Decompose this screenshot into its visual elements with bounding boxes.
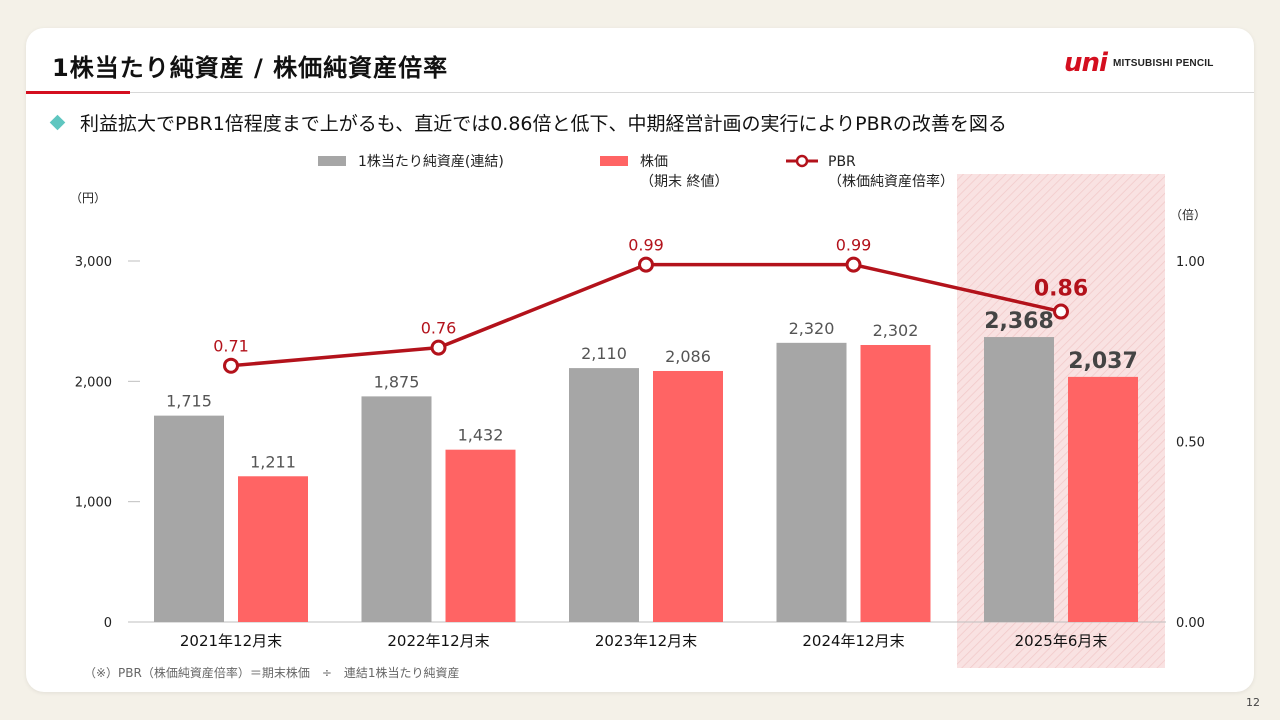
x-tick-label: 2022年12月末 (387, 632, 489, 650)
pbr-label: 0.71 (213, 337, 249, 356)
y-left-tick-label: 3,000 (75, 255, 112, 270)
pbr-label: 0.99 (628, 236, 664, 255)
x-tick-label: 2025年6月末 (1015, 632, 1108, 650)
bar-price (653, 370, 723, 622)
bar-price (445, 449, 516, 622)
bar-bps-label: 2,110 (581, 344, 627, 363)
pbr-label: 0.76 (421, 319, 457, 338)
legend-price-swatch (600, 156, 628, 166)
legend-bps-swatch (318, 156, 346, 166)
bar-bps-label: 2,368 (984, 309, 1054, 334)
y-right-unit: （倍） (1170, 207, 1206, 222)
y-left-tick-label: 0 (104, 616, 112, 631)
pbr-point (638, 256, 654, 273)
bar-bps (776, 342, 847, 622)
y-right-tick-label: 0.50 (1176, 436, 1205, 451)
legend-price-label: 株価（期末 終値） (640, 154, 728, 190)
bar-price-label: 1,432 (458, 426, 504, 445)
bar-price-label: 2,037 (1068, 349, 1138, 374)
bar-bps (154, 415, 224, 622)
bar-bps-label: 2,320 (789, 319, 835, 338)
pbr-point (1053, 303, 1069, 320)
pbr-label: 0.99 (836, 236, 872, 255)
headline: 利益拡大でPBR1倍程度まで上がるも、直近では0.86倍と低下、中期経営計画の実… (80, 113, 1007, 135)
brand-mark: uni (1064, 48, 1108, 78)
title-underline-accent (26, 91, 130, 94)
x-tick-label: 2024年12月末 (802, 632, 904, 650)
bar-price-label: 1,211 (250, 452, 296, 471)
pbr-line (230, 262, 1062, 368)
legend-pbr-marker (795, 154, 809, 168)
legend-pbr-label: PBR （株価純資産倍率） (828, 154, 954, 190)
slide-title: 1株当たり純資産 / 株価純資産倍率 (52, 54, 449, 82)
y-right-tick-label: 1.00 (1176, 255, 1205, 270)
title-underline (130, 92, 1254, 93)
y-left-tick-label: 1,000 (75, 496, 112, 511)
y-left-unit: （円） (70, 191, 106, 205)
bar-bps (361, 396, 432, 622)
bar-bps (569, 368, 639, 622)
brand-text: MITSUBISHI PENCIL (1112, 57, 1214, 69)
pbr-point (223, 357, 239, 374)
pbr-label: 0.86 (1034, 277, 1088, 302)
page-number: 12 (1246, 696, 1260, 709)
x-tick-label: 2023年12月末 (595, 632, 697, 650)
pbr-point (845, 256, 862, 273)
pbr-point (430, 339, 447, 356)
bar-price-label: 2,302 (873, 321, 919, 340)
y-right-tick-label: 0.00 (1176, 616, 1205, 631)
x-tick-label: 2021年12月末 (180, 632, 282, 650)
bar-price (238, 476, 308, 622)
bar-price (860, 344, 931, 622)
bar-price (1068, 376, 1138, 622)
bar-bps (984, 337, 1054, 622)
footnote: （※）PBR（株価純資産倍率）＝期末株価 ÷ 連結1株当たり純資産 (84, 666, 460, 680)
bar-price-label: 2,086 (665, 347, 711, 366)
bar-bps-label: 1,875 (374, 372, 420, 391)
bar-bps-label: 1,715 (166, 392, 212, 411)
brand-logo: uni MITSUBISHI PENCIL (1064, 48, 1214, 78)
legend-bps-label: 1株当たり純資産(連結) (358, 154, 504, 170)
y-left-tick-label: 2,000 (75, 375, 112, 390)
